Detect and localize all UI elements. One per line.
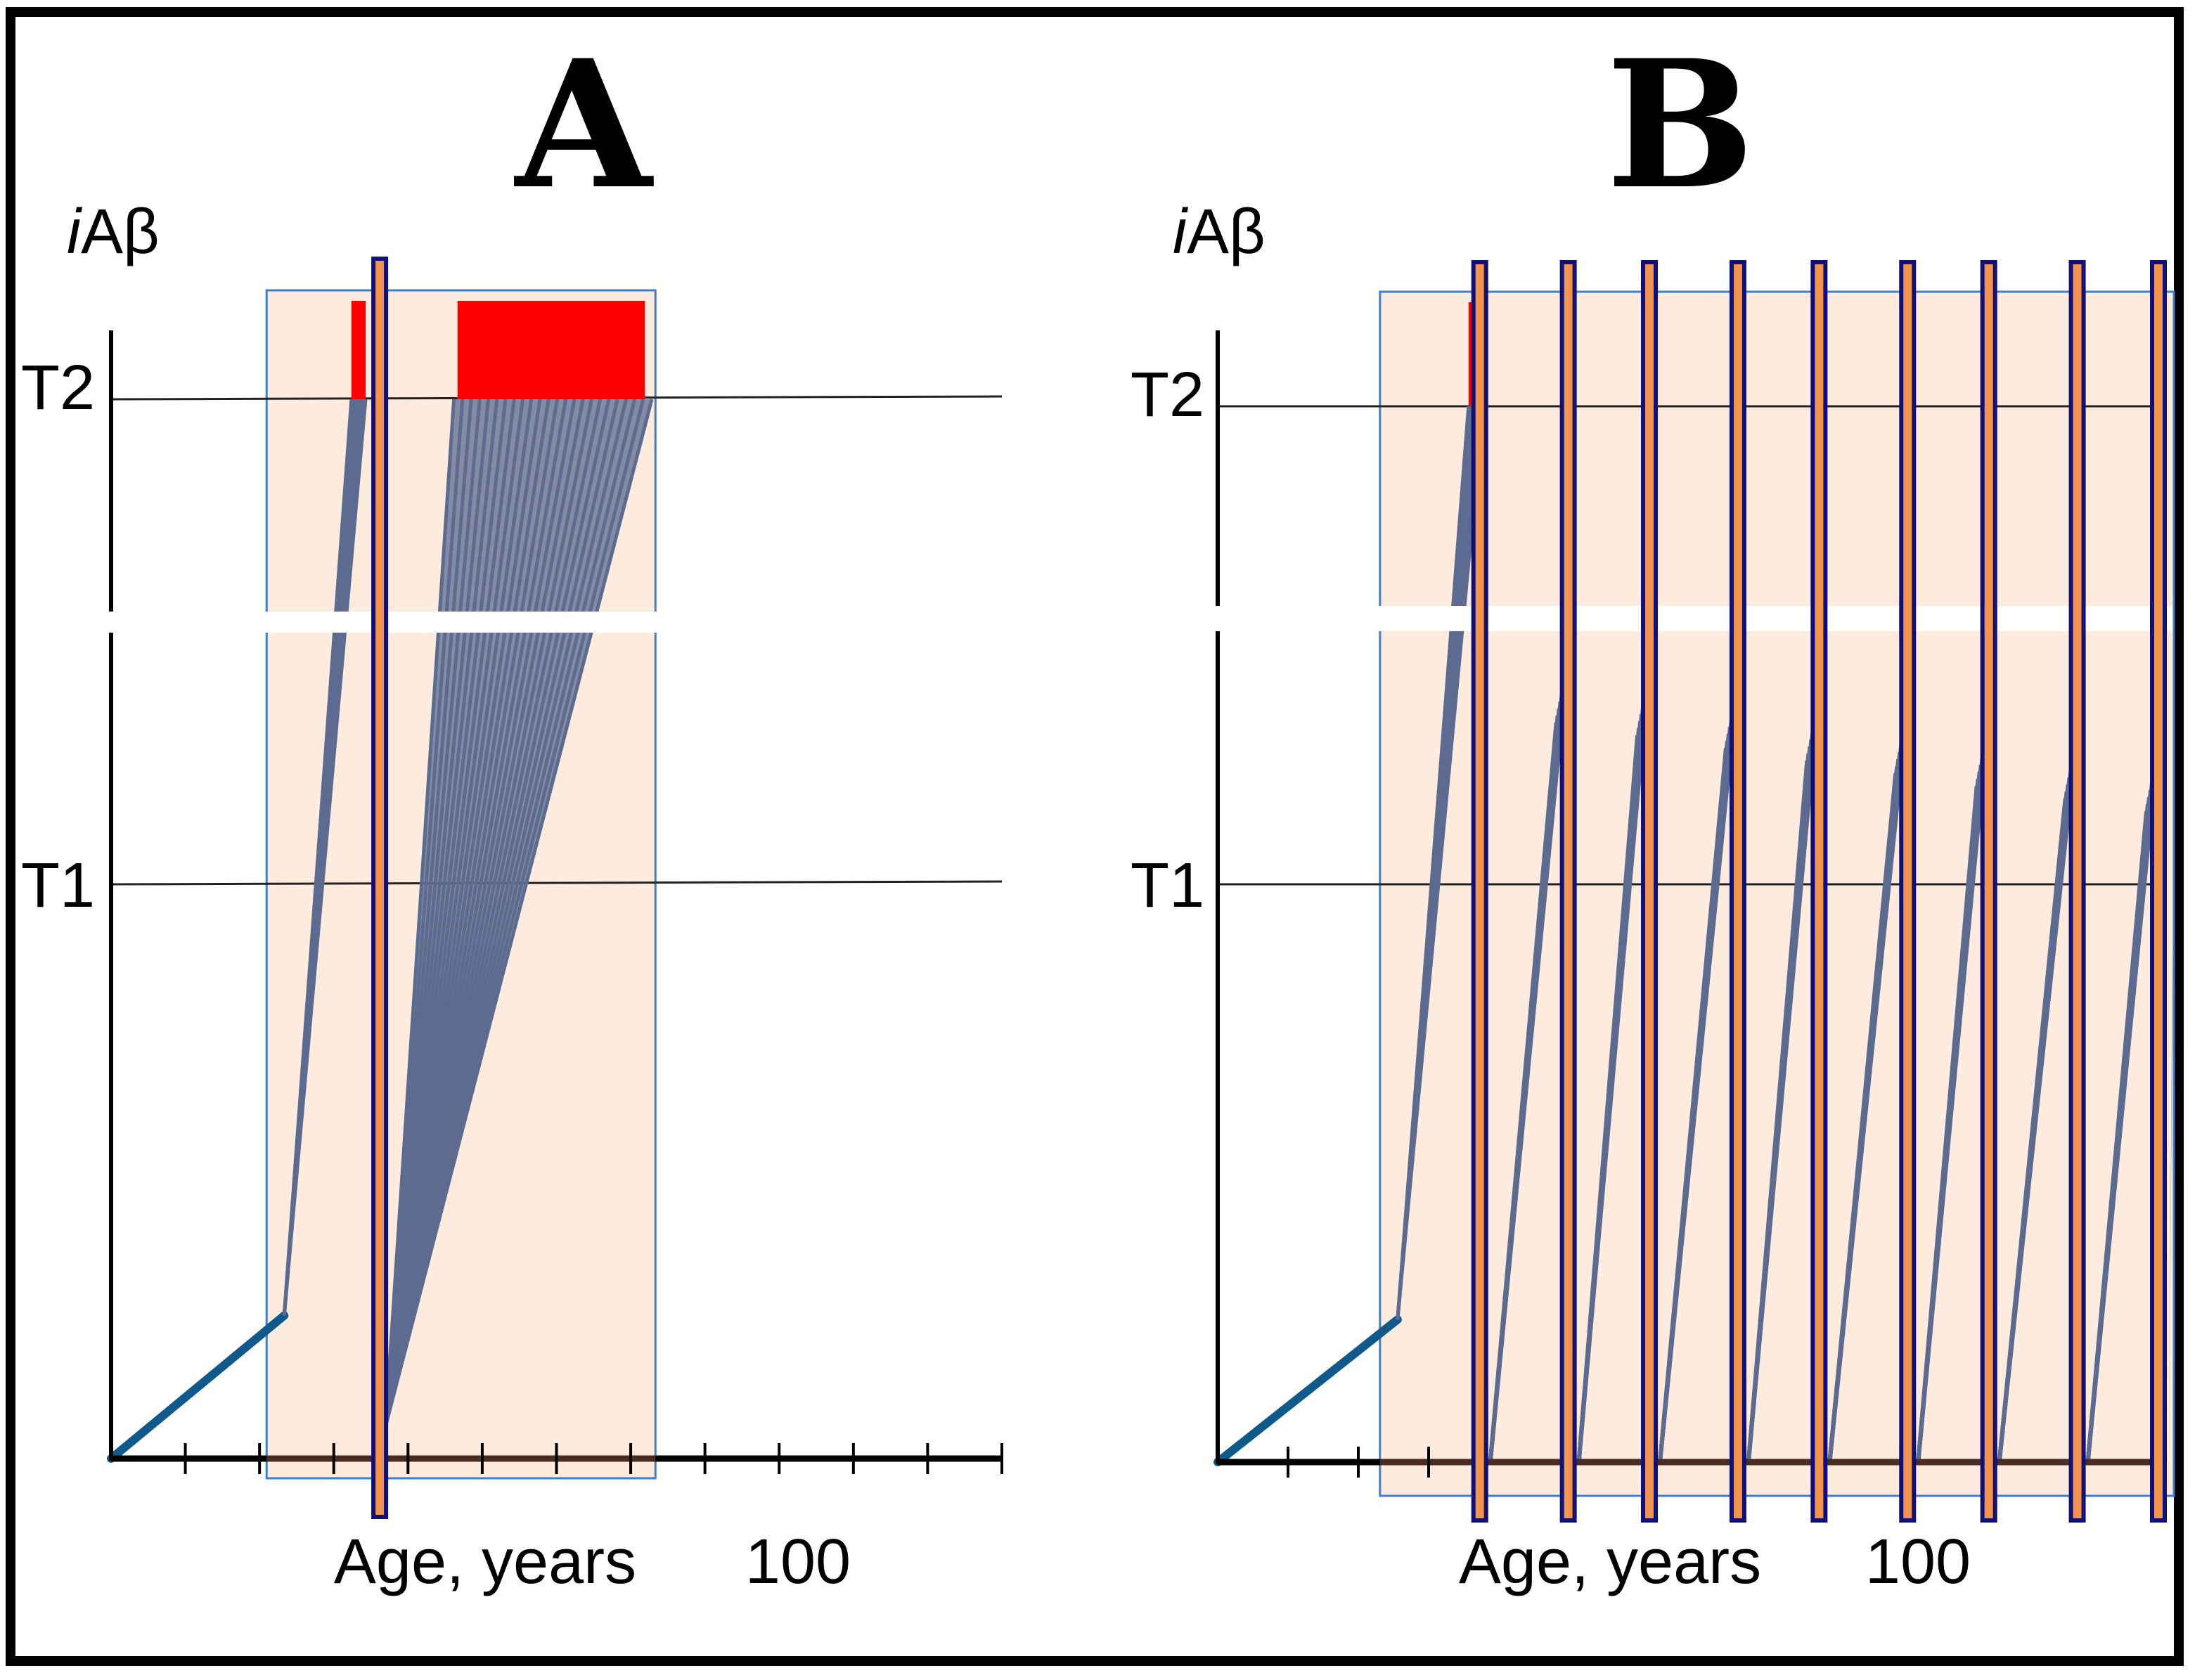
cycle-rise-line <box>1827 773 1898 1463</box>
panel-b-xlabel: Age, years <box>1459 1527 1761 1597</box>
panel-a-t2-label: T2 <box>21 353 95 423</box>
panel-a-title: A <box>514 21 654 228</box>
panel-a-ylabel: iAβ <box>67 197 160 267</box>
cycle-rise-fill <box>1918 737 1987 1462</box>
panel-b-ylabel: iAβ <box>1173 197 1266 267</box>
cycle-rise-line <box>1997 798 2068 1463</box>
panel-b-t1-label: T1 <box>1131 851 1204 921</box>
cycle-rise-line <box>1658 747 1728 1463</box>
baseline-accumulation-line <box>107 1311 289 1463</box>
panel-b-t2-label: T2 <box>1131 360 1204 430</box>
panel-a-xlabel: Age, years <box>334 1527 636 1597</box>
treatment-window <box>1379 290 2175 1497</box>
cycle-rise-line <box>1488 722 1559 1463</box>
treatment-pulse-bar <box>1899 260 1917 1523</box>
panel-b-xtick-label: 100 <box>1865 1527 1971 1597</box>
baseline-accumulation-line <box>1213 1315 1402 1466</box>
cycle-rise-fill <box>1999 749 2075 1462</box>
treatment-pulse-bar <box>1471 260 1488 1523</box>
post-pulse-rise-line-fill <box>385 399 652 1427</box>
treatment-pulse-bar <box>1729 260 1746 1523</box>
t1-threshold-line <box>110 880 1003 886</box>
pre-pulse-rise-line-fill <box>1397 406 1483 1320</box>
cycle-rise-fill <box>1578 686 1648 1462</box>
treatment-pulse-bar <box>1980 260 1997 1523</box>
treatment-pulse-bar <box>2150 260 2167 1523</box>
cycle-rise-line <box>1746 760 1810 1463</box>
axis-break-gap <box>1204 606 2172 631</box>
panel-a-t1-label: T1 <box>21 851 95 921</box>
cycle-rise-line <box>2085 810 2149 1463</box>
panel-a <box>97 257 1003 1519</box>
cycle-rise-line <box>1916 785 1979 1463</box>
treatment-pulse-bar <box>1641 260 1659 1523</box>
panel-b-title: B <box>1606 21 1754 228</box>
treatment-pulse-bar <box>1559 260 1577 1523</box>
panel-b <box>1204 260 2175 1523</box>
cycle-rise-fill <box>1748 711 1817 1462</box>
cycle-rise-fill <box>1660 699 1736 1462</box>
cycle-rise-line <box>1576 735 1640 1463</box>
symptomatic-interval-block <box>351 301 366 399</box>
cycle-rise-fill <box>1829 724 1906 1462</box>
treatment-pulse-bar <box>371 257 389 1519</box>
panel-a-xtick-label: 100 <box>745 1527 851 1597</box>
cycle-rise-fill <box>1490 673 1566 1462</box>
symptomatic-interval-block <box>457 301 645 399</box>
cycle-rise-fill <box>2087 762 2156 1462</box>
treatment-pulse-bar <box>2068 260 2086 1523</box>
treatment-pulse-bar <box>1810 260 1828 1523</box>
cycle-rise-fill <box>2169 935 2172 1462</box>
